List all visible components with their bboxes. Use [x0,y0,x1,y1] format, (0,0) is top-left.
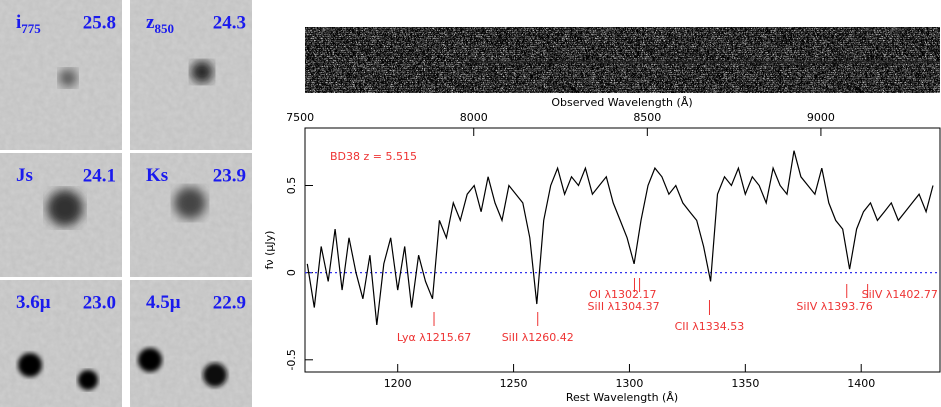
line-label: SiII λ1260.42 [502,331,574,344]
x-tick-label: 1400 [847,377,875,390]
source [174,187,206,219]
magnitude: 24.3 [213,12,246,33]
magnitude: 22.9 [213,292,246,313]
chart-title: BD38 z = 5.515 [330,150,417,163]
spectrum-line [306,150,934,325]
magnitude: 23.9 [213,165,246,186]
stamp: i775 25.8 [0,0,122,150]
band-name: 3.6μ [16,292,51,313]
stamp-noise [130,0,252,150]
stamp: 4.5μ 22.9 [130,280,252,407]
line-label: CII λ1334.53 [675,320,745,333]
band-sub: 775 [21,21,41,36]
line-label: Lyα λ1215.67 [397,331,471,344]
y-tick-label: -0.5 [285,349,298,370]
magnitude: 24.1 [83,165,116,186]
y-tick-label: 0 [285,269,298,276]
line-label: SiIV λ1393.76 [796,300,872,313]
stamp: 3.6μ 23.0 [0,280,122,407]
stamp: z850 24.3 [130,0,252,150]
magnitude: 23.0 [83,292,116,313]
source [78,370,98,390]
spectrum-2d [305,27,940,93]
band-label: 4.5μ [146,292,181,313]
band-name: Js [16,165,33,186]
stamp: Ks 23.9 [130,153,252,277]
band-label: z850 [146,12,174,36]
magnitude: 25.8 [83,12,116,33]
source [47,190,83,226]
stamp: Js 24.1 [0,153,122,277]
x2-tick-label: 7500 [286,111,314,124]
x2-tick-label: 9000 [807,111,835,124]
y-axis-label: fν (μJy) [263,231,276,270]
x2-tick-label: 8000 [460,111,488,124]
y-tick-label: 0.5 [285,177,298,195]
band-sub: 850 [154,21,174,36]
band-label: 3.6μ [16,292,51,313]
band-label: Js [16,165,33,186]
source [203,363,227,387]
x-tick-label: 1250 [500,377,528,390]
line-label: SiII λ1304.37 [588,300,660,313]
source [138,348,162,372]
plot-frame [304,127,941,373]
source [59,69,77,87]
source [18,353,42,377]
band-name: Ks [146,165,168,186]
x-tick-label: 1200 [384,377,412,390]
stamp-noise [0,280,122,407]
line-label: SiIV λ1402.77 [862,288,938,301]
source [191,61,213,83]
x2-axis-label: Observed Wavelength (Å) [551,96,692,109]
x-axis-label: Rest Wavelength (Å) [566,391,678,404]
x-tick-label: 1350 [731,377,759,390]
band-label: Ks [146,165,168,186]
band-label: i775 [16,12,41,36]
band-name: i [16,12,21,33]
image-stamps: i775 25.8 z850 24.3 Js 24.1 Ks 23.9 3.6μ 23.0 4.5μ… [0,0,252,407]
x-tick-label: 1300 [615,377,643,390]
x2-tick-label: 8500 [633,111,661,124]
stamp-noise [130,280,252,407]
band-name: 4.5μ [146,292,181,313]
band-name: z [146,12,155,33]
